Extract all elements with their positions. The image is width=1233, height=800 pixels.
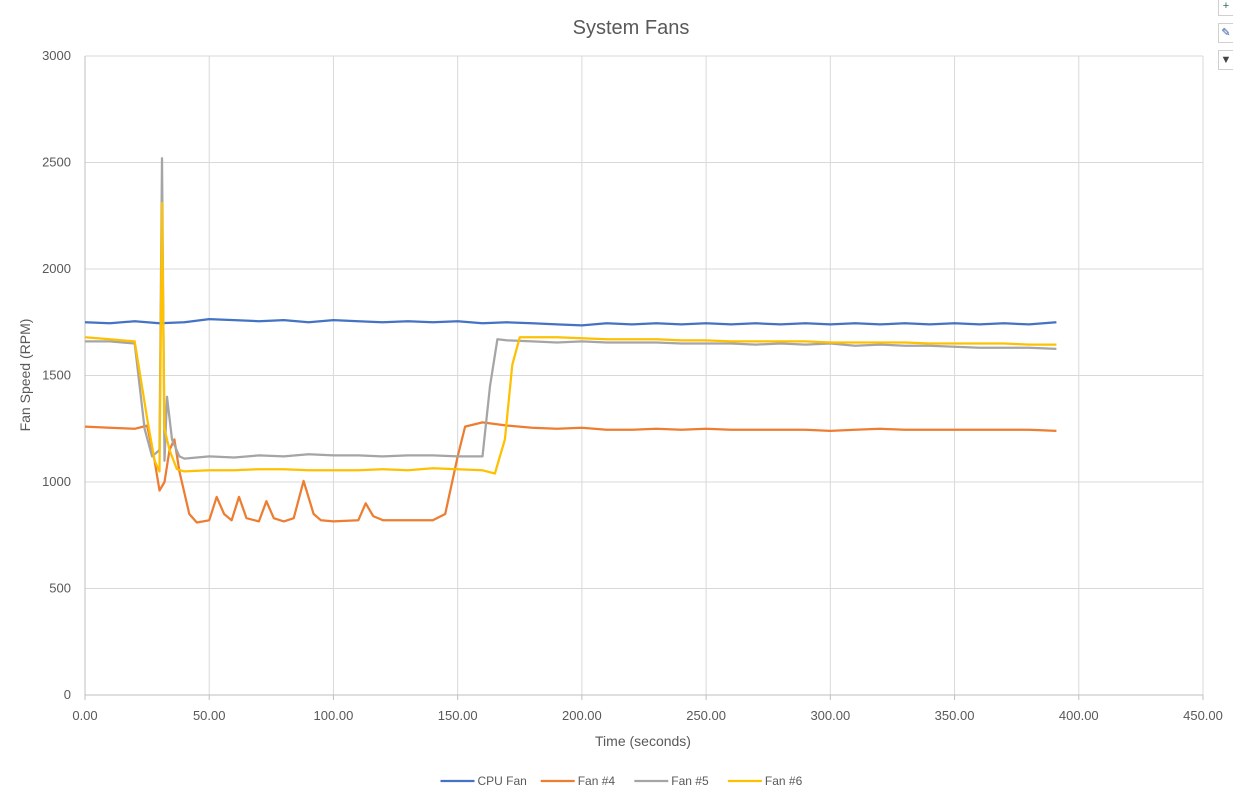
- x-tick-labels: 0.00 50.00 100.00 150.00 200.00 250.00 300.00 3…: [72, 708, 1223, 723]
- y-tick-label: 3000: [42, 48, 71, 63]
- legend-label: Fan #5: [671, 774, 709, 788]
- legend-label: Fan #4: [578, 774, 616, 788]
- legend: CPU Fan Fan #4 Fan #5 Fan #6: [440, 774, 803, 788]
- chart-filters-button[interactable]: ▼: [1218, 50, 1233, 70]
- x-tick-label: 300.00: [810, 708, 850, 723]
- series-line-3: [85, 157, 1057, 462]
- series-line-4: [84, 201, 1057, 475]
- y-tick-label: 500: [49, 581, 71, 596]
- y-axis-title: Fan Speed (RPM): [17, 319, 33, 432]
- x-tick-label: 150.00: [438, 708, 478, 723]
- x-tick-label: 400.00: [1059, 708, 1099, 723]
- chart-styles-button[interactable]: ✎: [1218, 23, 1233, 43]
- x-tick-label: 450.00: [1183, 708, 1223, 723]
- chart-elements-button[interactable]: +: [1218, 0, 1233, 16]
- x-axis-title: Time (seconds): [595, 733, 691, 749]
- x-tick-label: 200.00: [562, 708, 602, 723]
- legend-label: CPU Fan: [478, 774, 527, 788]
- series-line-2: [84, 421, 1057, 524]
- x-tick-label: 50.00: [193, 708, 226, 723]
- y-tick-label: 1500: [42, 368, 71, 383]
- y-tick-label: 0: [64, 687, 71, 702]
- x-tick-label: 250.00: [686, 708, 726, 723]
- legend-label: Fan #6: [765, 774, 803, 788]
- x-tick-label: 350.00: [935, 708, 975, 723]
- axes: [84, 56, 1204, 700]
- gridlines: [85, 55, 1204, 695]
- x-tick-label: 0.00: [72, 708, 97, 723]
- y-tick-label: 1000: [42, 474, 71, 489]
- x-tick-label: 100.00: [314, 708, 354, 723]
- chart-title: System Fans: [573, 17, 690, 39]
- y-tick-label: 2000: [42, 261, 71, 276]
- series-lines: [84, 157, 1057, 524]
- y-tick-label: 2500: [42, 155, 71, 170]
- y-tick-labels: 0 500 1000 1500 2000 2500 3000: [42, 48, 71, 702]
- series-line-1: [84, 317, 1057, 327]
